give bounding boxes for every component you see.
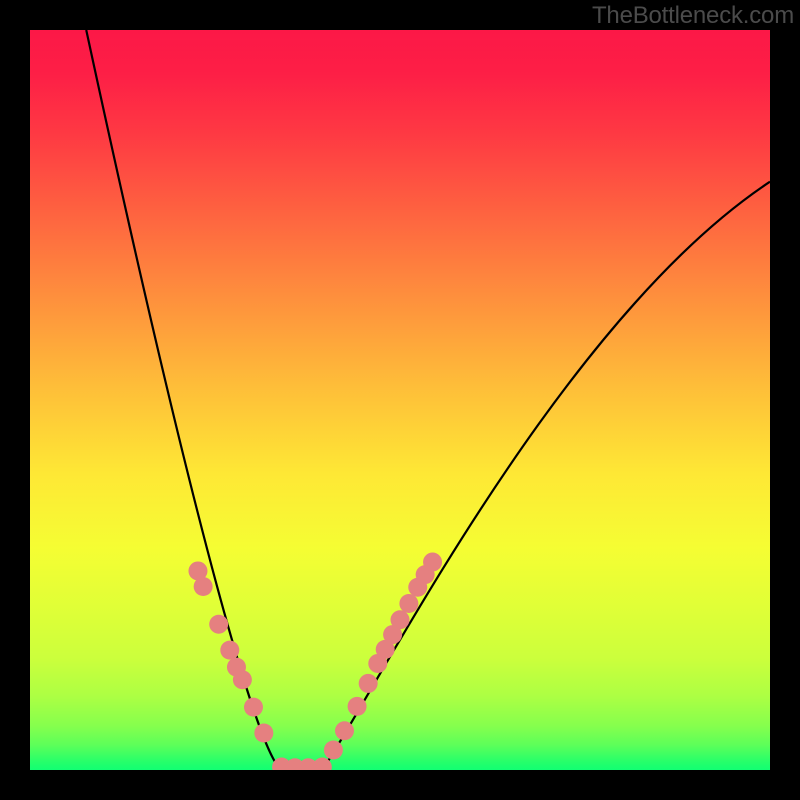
data-dot [348,697,367,716]
data-dot [335,721,354,740]
data-dot [359,674,378,693]
data-dot [233,670,252,689]
figure-root: TheBottleneck.com [0,0,800,800]
data-dot [244,698,263,717]
gradient-background [30,30,770,770]
data-dot [209,615,228,634]
plot-area [30,30,770,770]
data-dot [391,610,410,629]
data-dot [254,724,273,743]
plot-svg [30,30,770,770]
data-dot [194,577,213,596]
data-dot [324,741,343,760]
watermark-text: TheBottleneck.com [592,2,794,30]
data-dot [399,594,418,613]
data-dot [423,553,442,572]
data-dot [220,641,239,660]
